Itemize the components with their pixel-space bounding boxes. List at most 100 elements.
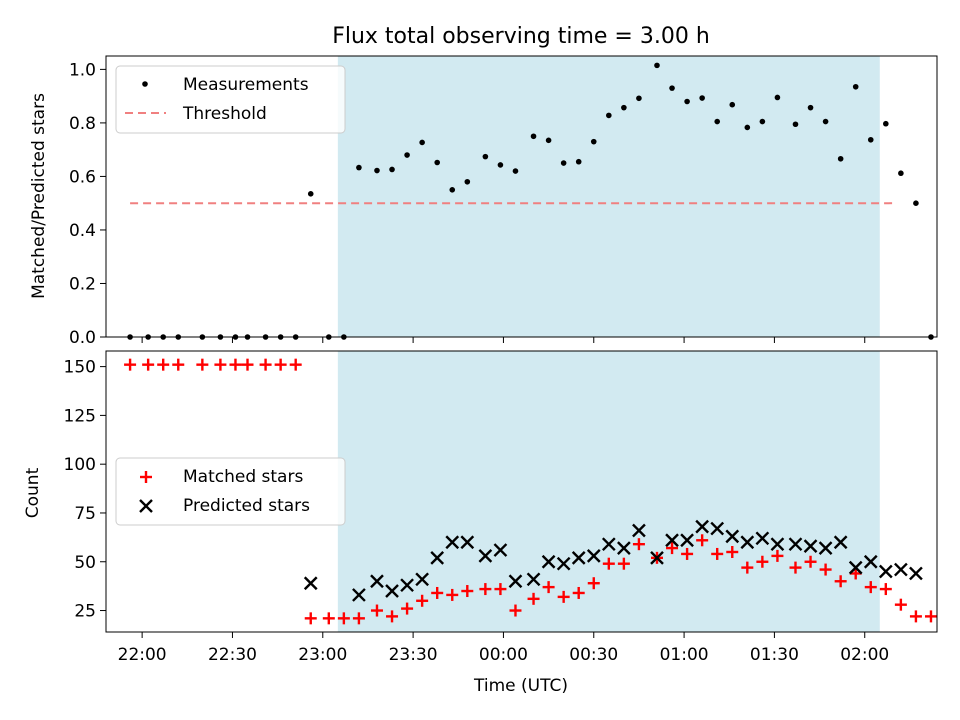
y-tick-label: 0.6 [69,167,96,187]
legend-measurements-marker [142,81,148,87]
matched-star-point [572,586,585,599]
predicted-star-point [665,533,679,548]
y-tick-label: 75 [74,504,96,524]
y-tick-label: 0.2 [69,274,96,294]
matched-star-point [214,358,227,371]
y-tick-label: 50 [74,553,96,573]
top-y-axis-label: Matched/Predicted stars [29,93,49,299]
top-legend: Measurements Threshold [115,65,346,134]
matched-star-point [864,581,877,594]
matched-star-point [142,358,155,371]
matched-star-point [446,588,459,601]
x-tick-label: 01:30 [750,645,799,665]
predicted-star-point [650,550,664,565]
predicted-star-point [508,574,523,589]
measurement-point [512,168,519,174]
matched-star-point [289,358,302,371]
top-y-axis-ticks: 0.0 0.2 0.4 0.6 0.8 1.0 [69,60,106,348]
bottom-legend: Matched stars Predicted stars [115,457,346,526]
measurement-point [530,133,537,140]
predicted-star-point [695,519,710,534]
x-tick-label: 22:30 [208,645,257,665]
measurement-point [684,98,690,105]
predicted-star-point [632,523,646,538]
matched-star-point [879,583,892,596]
matched-star-point [494,583,507,596]
matched-star-point [352,612,365,625]
measurement-point [575,158,582,165]
measurement-point [374,167,380,174]
predicted-star-point [848,560,863,575]
legend-measurements-label: Measurements [183,75,309,95]
x-tick-label: 00:00 [479,645,528,665]
chart-title: Flux total observing time = 3.00 h [332,24,710,49]
measurement-point [699,95,705,101]
measurement-point [822,118,829,125]
predicted-star-point [370,574,384,589]
measurement-point [744,124,751,131]
measurement-point [714,118,721,125]
matched-star-point [229,358,242,371]
matched-star-point [696,534,709,547]
legend-predicted-label: Predicted stars [183,496,310,516]
matched-star-point [789,561,802,574]
predicted-star-point [601,537,616,552]
predicted-star-point [303,576,318,591]
predicted-star-point [445,535,460,550]
matched-star-point [370,604,383,617]
matched-star-point [479,583,492,596]
matched-star-point [124,358,137,371]
predicted-star-point [863,554,878,569]
predicted-star-point [878,564,893,579]
y-tick-label: 100 [64,455,96,475]
bottom-observing-span [337,351,880,632]
predicted-star-point [770,537,785,552]
predicted-star-point [755,531,770,546]
measurement-point [497,162,504,168]
measurement-point [883,120,889,127]
predicted-star-point [571,550,586,565]
matched-star-point [711,547,724,560]
matched-star-point [401,602,414,615]
matched-star-point [834,575,847,588]
predicted-star-point [818,541,833,555]
predicted-star-point [803,539,818,553]
measurement-point [389,166,395,173]
matched-star-point [681,547,694,560]
predicted-star-point [493,543,508,557]
matched-star-point [461,585,474,598]
matched-star-point [416,594,429,607]
measurements-series [127,62,934,340]
matched-star-point [337,612,350,625]
matched-star-point [756,555,769,568]
predicted-star-point [460,535,475,550]
matched-star-point [431,586,444,599]
measurement-point [606,112,612,119]
x-tick-label: 22:00 [118,645,167,665]
measurement-point [729,101,736,108]
legend-threshold-label: Threshold [182,104,267,124]
matched-star-point [196,358,209,371]
measurement-point [636,95,642,102]
bottom-y-axis-ticks: 25 50 75 100 125 150 [64,358,106,622]
matched-star-point [386,610,399,623]
matched-star-point [726,545,739,558]
predicted-star-point [740,535,755,550]
y-tick-label: 25 [74,602,96,622]
predicted-star-point [710,521,725,536]
matched-star-point [241,358,254,371]
predicted-star-point [894,562,908,577]
legend-matched-marker [140,471,152,483]
measurement-point [404,152,410,158]
matched-star-point [632,538,645,551]
predicted-star-point [725,529,740,544]
matched-star-point [804,555,817,568]
predicted-star-point [680,533,694,548]
matched-star-point [771,549,784,562]
matched-star-point [322,612,335,625]
measurement-point [482,153,489,160]
measurement-point [307,191,314,197]
legend-matched-label: Matched stars [183,467,303,487]
predicted-star-point [541,554,556,569]
